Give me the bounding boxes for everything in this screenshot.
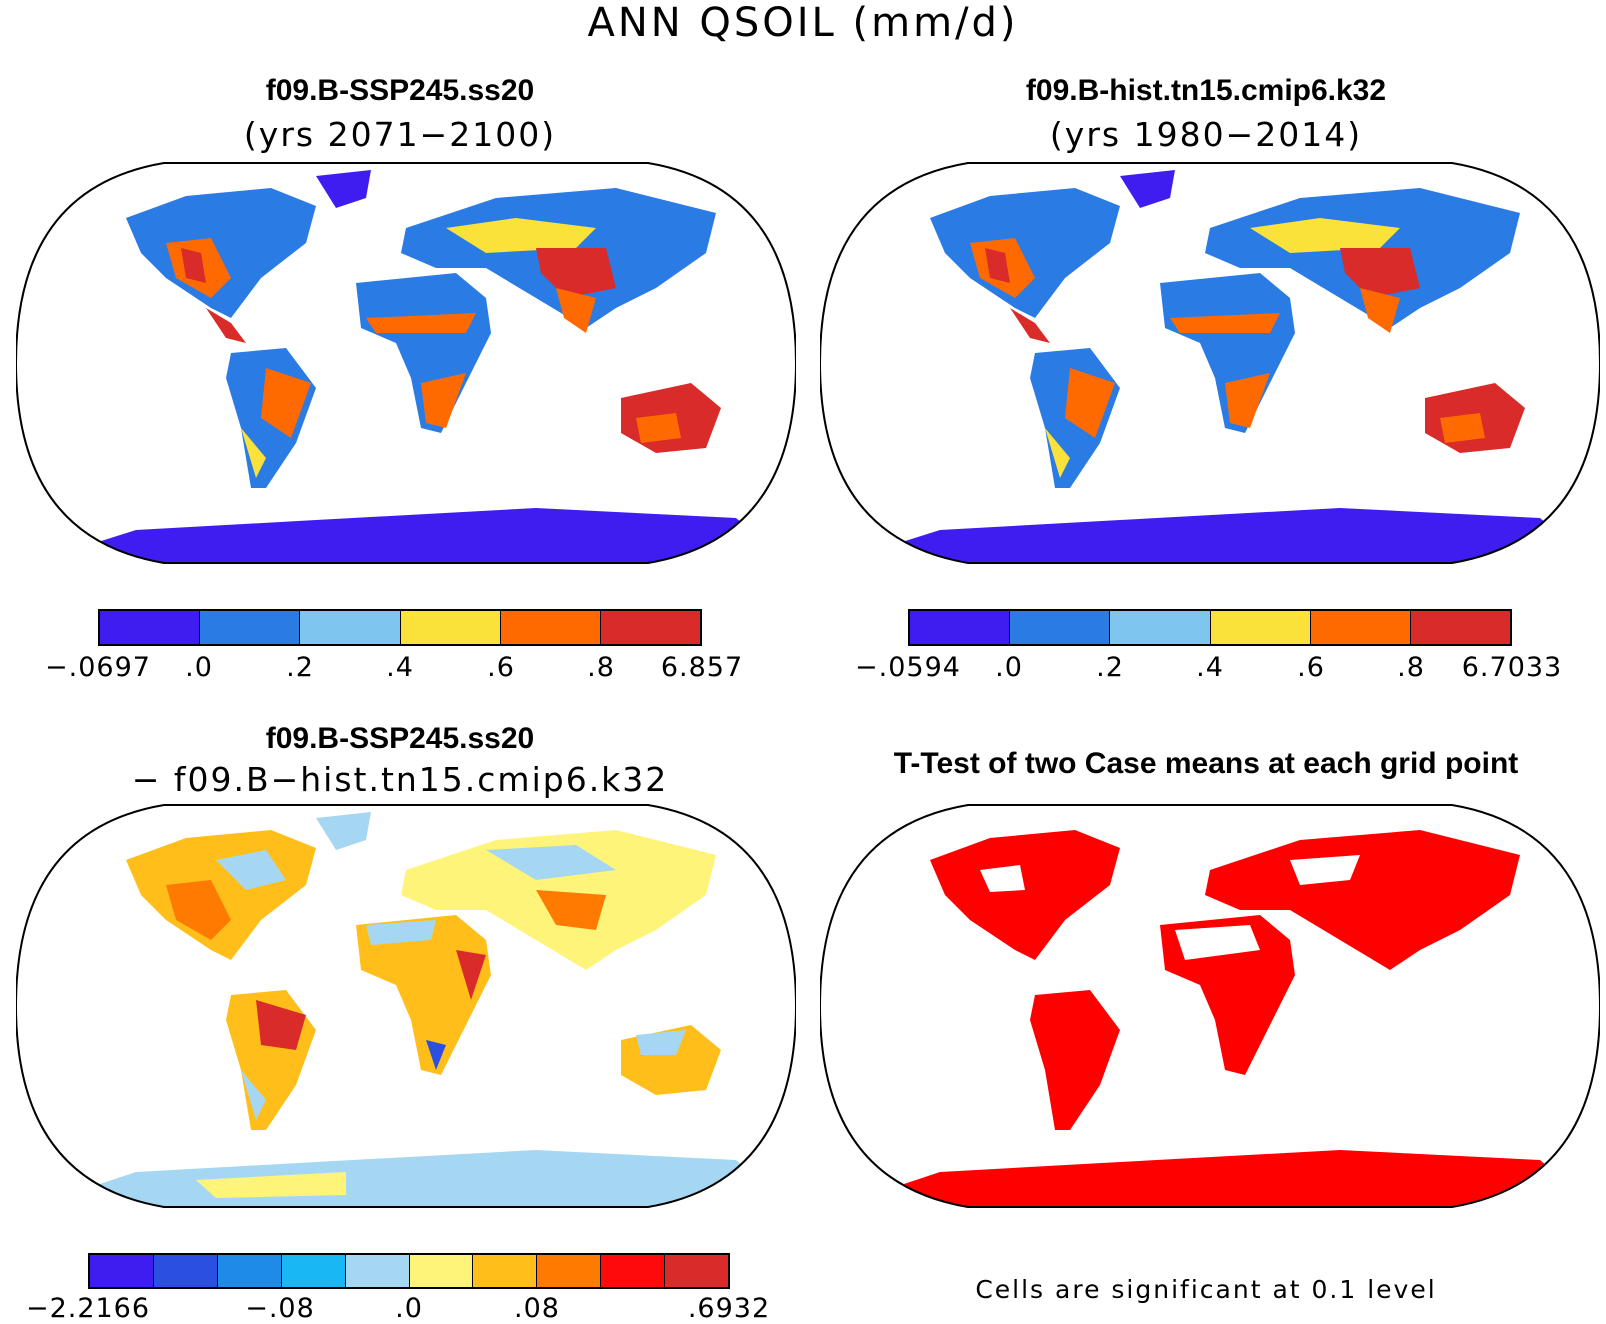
central-america bbox=[1010, 308, 1050, 343]
colorbar-label: 6.857 bbox=[660, 652, 744, 683]
colorbar-swatch bbox=[500, 611, 601, 644]
colorbar-swatch bbox=[281, 1255, 346, 1287]
colorbar-label: .2 bbox=[286, 652, 314, 683]
colorbar-swatch bbox=[100, 611, 201, 644]
greenland bbox=[316, 812, 371, 850]
colorbar-swatch bbox=[1010, 611, 1111, 644]
panel4-map bbox=[820, 804, 1600, 1208]
africa bbox=[356, 915, 491, 1075]
antarctica bbox=[16, 508, 796, 563]
colorbar-swatch bbox=[400, 611, 501, 644]
colorbar-label: .8 bbox=[1397, 652, 1425, 683]
colorbar-label: .8 bbox=[587, 652, 615, 683]
south-america bbox=[1030, 990, 1120, 1130]
colorbar-swatch bbox=[217, 1255, 282, 1287]
africa bbox=[1160, 273, 1295, 433]
panel3-title: f09.B-SSP245.ss20 bbox=[265, 722, 535, 755]
greenland bbox=[1120, 170, 1175, 208]
panel3-colorbar bbox=[88, 1253, 730, 1289]
north-america bbox=[930, 830, 1120, 960]
colorbar-label: .6 bbox=[487, 652, 515, 683]
panel1-title: f09.B-SSP245.ss20 bbox=[265, 74, 535, 107]
colorbar-swatch bbox=[1110, 611, 1211, 644]
panel4-title: T-Test of two Case means at each grid po… bbox=[893, 747, 1519, 780]
central-america bbox=[206, 308, 246, 343]
colorbar-label: −2.2166 bbox=[25, 1293, 151, 1324]
colorbar-swatch bbox=[910, 611, 1011, 644]
panel2-colorbar bbox=[908, 609, 1512, 646]
colorbar-label: .4 bbox=[386, 652, 414, 683]
panel1-subtitle: (yrs 2071−2100) bbox=[243, 115, 557, 154]
panel2-map bbox=[820, 162, 1600, 564]
africa bbox=[356, 273, 491, 433]
colorbar-swatch bbox=[537, 1255, 602, 1287]
colorbar-label: .6932 bbox=[687, 1293, 771, 1324]
colorbar-label: −.0594 bbox=[855, 652, 961, 683]
colorbar-swatch bbox=[1410, 611, 1511, 644]
antarctica bbox=[820, 1150, 1600, 1207]
north-america bbox=[126, 188, 316, 318]
panel1-map bbox=[16, 162, 796, 564]
colorbar-swatch bbox=[473, 1255, 538, 1287]
colorbar-label: .6 bbox=[1297, 652, 1325, 683]
colorbar-label: −.0697 bbox=[45, 652, 151, 683]
greenland bbox=[316, 170, 371, 208]
colorbar-label: .08 bbox=[514, 1293, 560, 1324]
panel2-subtitle: (yrs 1980−2014) bbox=[1049, 115, 1363, 154]
colorbar-swatch bbox=[1310, 611, 1411, 644]
colorbar-label: .2 bbox=[1096, 652, 1124, 683]
colorbar-swatch bbox=[200, 611, 301, 644]
significance-note: Cells are significant at 0.1 level bbox=[975, 1275, 1437, 1304]
colorbar-swatch bbox=[601, 1255, 666, 1287]
colorbar-swatch bbox=[345, 1255, 410, 1287]
colorbar-swatch bbox=[153, 1255, 218, 1287]
colorbar-swatch bbox=[1210, 611, 1311, 644]
colorbar-swatch bbox=[600, 611, 701, 644]
colorbar-label: −.08 bbox=[245, 1293, 315, 1324]
antarctica bbox=[820, 508, 1600, 563]
colorbar-label: .0 bbox=[185, 652, 213, 683]
panel1-colorbar bbox=[98, 609, 702, 646]
colorbar-swatch bbox=[300, 611, 401, 644]
north-america bbox=[930, 188, 1120, 318]
panel3-map bbox=[16, 804, 796, 1208]
colorbar-swatch bbox=[665, 1255, 729, 1287]
colorbar-swatch bbox=[409, 1255, 474, 1287]
panel3-subtitle: − f09.B−hist.tn15.cmip6.k32 bbox=[131, 760, 669, 799]
north-america bbox=[126, 830, 316, 960]
panel2-title: f09.B-hist.tn15.cmip6.k32 bbox=[1025, 74, 1387, 107]
colorbar-swatch bbox=[90, 1255, 154, 1287]
colorbar-label: .4 bbox=[1196, 652, 1224, 683]
colorbar-label: 6.7033 bbox=[1461, 652, 1563, 683]
colorbar-label: .0 bbox=[995, 652, 1023, 683]
colorbar-label: .0 bbox=[395, 1293, 423, 1324]
figure-title: ANN QSOIL (mm/d) bbox=[587, 0, 1019, 46]
antarctica bbox=[16, 1150, 796, 1207]
europe-asia bbox=[1205, 830, 1520, 970]
